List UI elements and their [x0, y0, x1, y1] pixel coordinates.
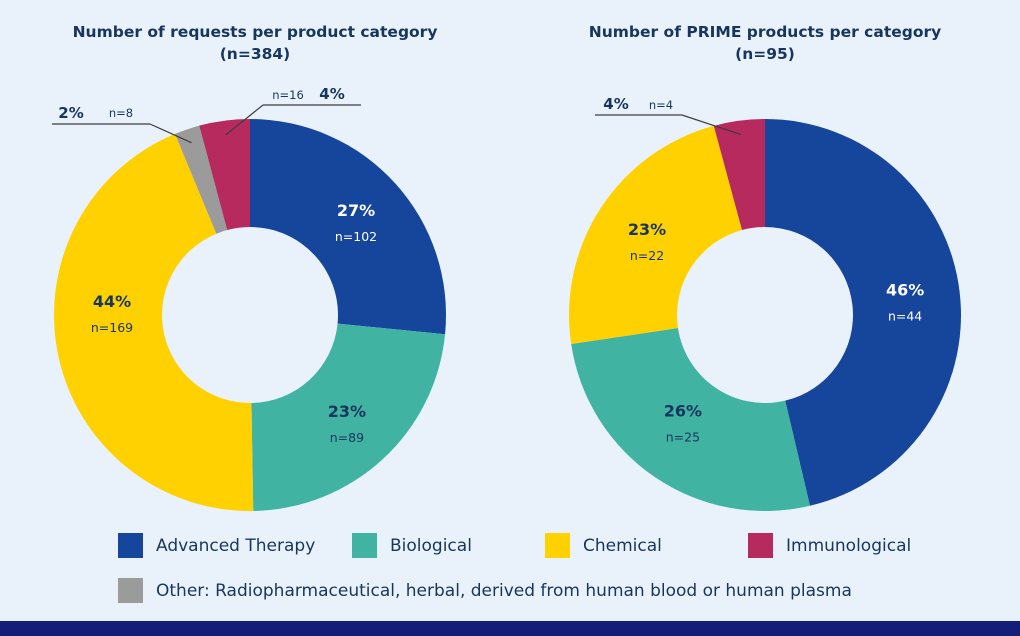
slice-chemical [54, 133, 254, 511]
legend-swatch-immunological [748, 533, 773, 558]
legend-label-biological: Biological [390, 535, 472, 556]
chart-title-requests-total: (n=384) [219, 45, 291, 63]
callout-count-label-immunological: n=4 [649, 98, 673, 112]
legend-label-immunological: Immunological [786, 535, 912, 556]
chart-title-prime: Number of PRIME products per category (n… [510, 21, 1020, 65]
slice-advanced-therapy [250, 119, 447, 335]
legend-item-immunological: Immunological [748, 533, 911, 558]
callout-count-label-immunological: n=16 [272, 88, 304, 102]
legend-swatch-other [118, 578, 143, 603]
slice-count-label: n=102 [335, 229, 377, 244]
slice-other [174, 125, 228, 234]
legend-label-advanced-therapy: Advanced Therapy [156, 535, 316, 556]
callout-leader-line [681, 114, 742, 136]
callout-percent-label-immunological: 4% [603, 95, 628, 113]
footer-bar [0, 621, 1020, 636]
slice-count-label: n=25 [666, 430, 700, 445]
slice-count-label: n=169 [91, 320, 133, 335]
chart-title-prime-text: Number of PRIME products per category [588, 23, 942, 41]
legend-swatch-biological [352, 533, 377, 558]
slice-percent-label: 23% [328, 402, 366, 421]
chart-title-requests: Number of requests per product category … [0, 21, 510, 65]
slice-percent-label: 44% [93, 292, 131, 311]
callout-leader-line [149, 123, 192, 144]
slice-count-label: n=44 [888, 309, 922, 324]
slice-percent-label: 46% [886, 281, 924, 300]
legend-label-other: Other: Radiopharmaceutical, herbal, deri… [156, 580, 852, 601]
callout-percent-label-immunological: 4% [319, 85, 344, 103]
donut-chart-prime-products: 46% n=44 26% n=25 23% n=22 4% n=4 [569, 95, 961, 511]
slice-immunological [199, 119, 250, 230]
legend-item-chemical: Chemical [545, 533, 662, 558]
chart-title-requests-text: Number of requests per product category [72, 23, 438, 41]
legend-swatch-advanced-therapy [118, 533, 143, 558]
slice-percent-label: 27% [337, 201, 375, 220]
legend-item-other: Other: Radiopharmaceutical, herbal, deri… [118, 578, 852, 603]
legend-item-advanced-therapy: Advanced Therapy [118, 533, 315, 558]
slice-biological [571, 328, 810, 511]
donut-chart-requests: 27% n=102 23% n=89 44% n=169 2% n=8 n=16 4% [52, 85, 447, 511]
slice-percent-label: 26% [664, 402, 702, 421]
slice-advanced-therapy [765, 119, 961, 506]
legend-label-chemical: Chemical [583, 535, 662, 556]
slice-chemical [569, 125, 742, 345]
slice-percent-label: 23% [628, 220, 666, 239]
slice-count-label: n=89 [330, 430, 364, 445]
slice-biological [251, 323, 446, 511]
callout-count-label-other: n=8 [109, 106, 133, 120]
legend-item-biological: Biological [352, 533, 472, 558]
slice-immunological [713, 119, 765, 231]
chart-title-prime-total: (n=95) [735, 45, 795, 63]
slice-count-label: n=22 [630, 248, 664, 263]
legend-swatch-chemical [545, 533, 570, 558]
callout-percent-label-other: 2% [58, 104, 83, 122]
callout-leader-line [225, 104, 264, 136]
